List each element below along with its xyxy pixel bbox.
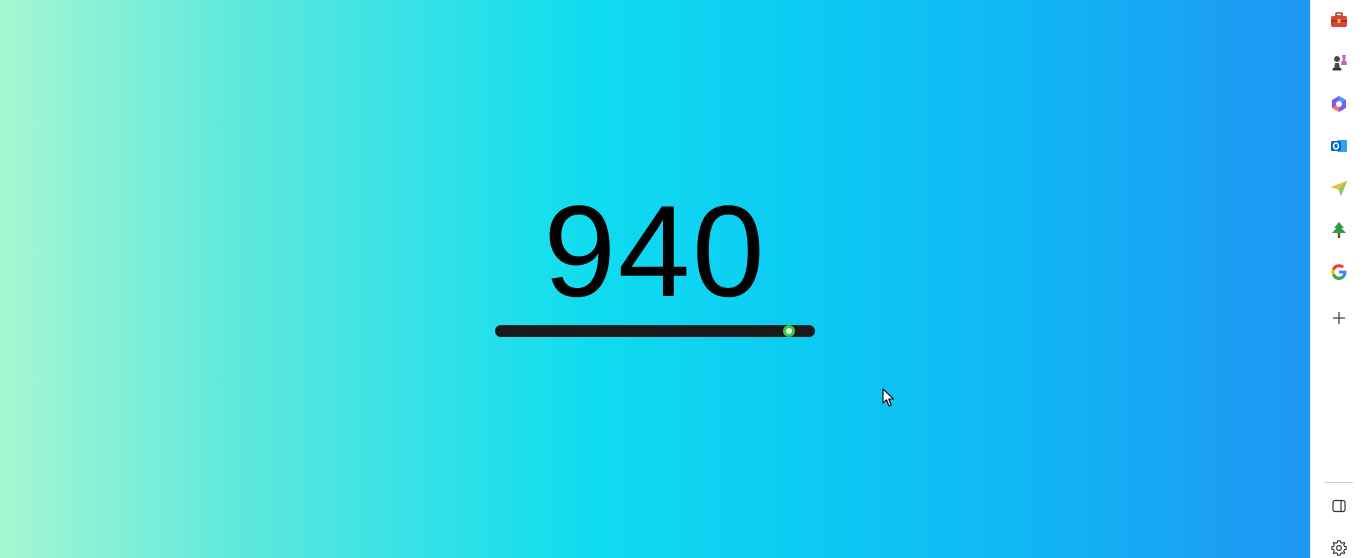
outlook-icon[interactable] xyxy=(1327,134,1351,158)
google-icon[interactable] xyxy=(1327,260,1351,284)
slider-thumb[interactable] xyxy=(783,325,796,337)
add-icon[interactable] xyxy=(1327,306,1351,330)
mouse-cursor-icon xyxy=(882,388,895,407)
edge-sidebar xyxy=(1310,0,1366,558)
chess-icon[interactable] xyxy=(1327,50,1351,74)
copilot-icon[interactable] xyxy=(1327,92,1351,116)
send-icon[interactable] xyxy=(1327,176,1351,200)
settings-icon[interactable] xyxy=(1327,536,1351,558)
main-area: 940 xyxy=(0,0,1310,558)
tree-icon[interactable] xyxy=(1327,218,1351,242)
counter-value: 940 xyxy=(543,178,767,324)
sidebar-divider xyxy=(1325,482,1353,483)
tools-icon[interactable] xyxy=(1327,8,1351,32)
sidebar-toggle-icon[interactable] xyxy=(1327,494,1351,518)
range-slider[interactable] xyxy=(495,325,815,337)
